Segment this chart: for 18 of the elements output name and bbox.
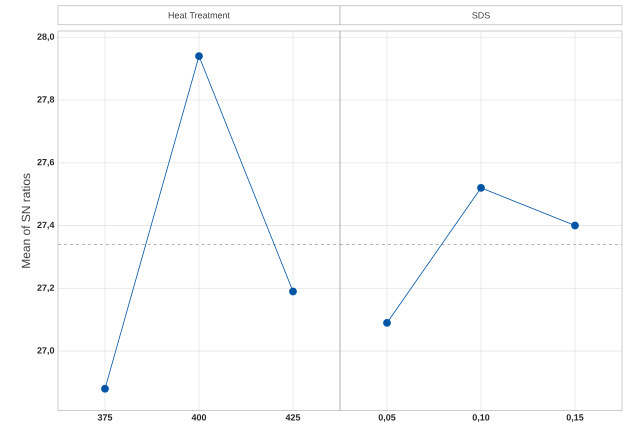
y-tick-label: 27,6 — [37, 158, 54, 167]
y-axis-title: Mean of SN ratios — [21, 173, 30, 268]
y-tick-label: 27,4 — [37, 222, 54, 230]
chart-title: SDS — [472, 12, 490, 18]
x-tick-label: 0,15 — [566, 414, 584, 422]
y-tick-label: 27,0 — [37, 347, 54, 355]
point — [101, 384, 109, 393]
y-tick-label: 28,0 — [37, 33, 54, 42]
point — [289, 288, 297, 296]
point — [195, 52, 203, 60]
x-tick-label: 0,10 — [472, 414, 490, 422]
x-tick-label: 425 — [286, 414, 300, 421]
x-tick-label: 400 — [192, 414, 206, 421]
x-tick-label: 375 — [98, 414, 112, 421]
chart-title: Heat Treatment — [168, 12, 230, 18]
y-tick-label: 27,8 — [37, 96, 54, 104]
y-tick-label: 27,2 — [37, 284, 54, 292]
x-tick-label: 0,05 — [378, 414, 396, 422]
